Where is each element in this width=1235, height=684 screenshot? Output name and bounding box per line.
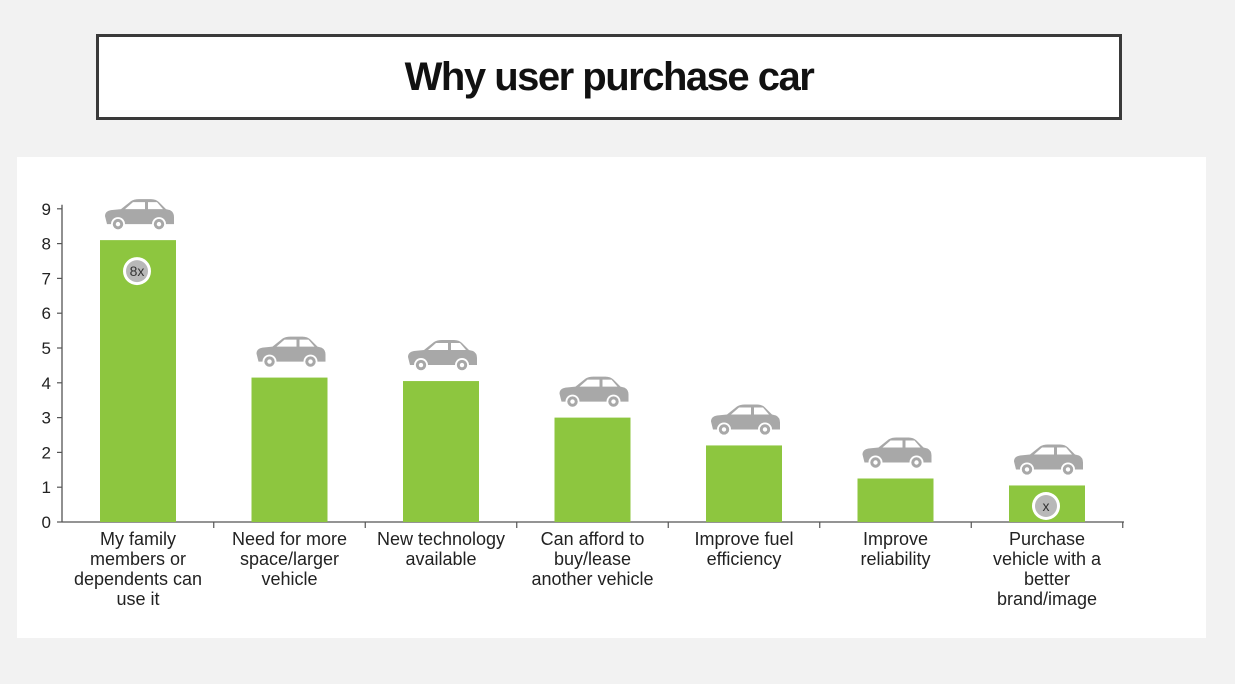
x-category-label-line: Purchase [1008, 529, 1086, 549]
x-category-label-line: dependents can [73, 569, 203, 589]
badge-label: 8x [130, 263, 145, 279]
bar [706, 445, 782, 522]
x-category-label-line: better [1023, 569, 1071, 589]
badge [126, 260, 148, 283]
car-icon [408, 340, 477, 373]
x-category-label: New technology available [366, 529, 516, 569]
y-tick-label: 3 [42, 409, 51, 428]
car-window-rear [299, 339, 315, 347]
car-window-rear [148, 202, 163, 210]
x-category-label-line: Can afford to [540, 529, 645, 549]
bar [251, 377, 328, 522]
car-window-front [125, 202, 145, 210]
car-icon [862, 437, 932, 470]
car-hubcap [1024, 467, 1030, 472]
x-category-label-line: available [405, 549, 477, 569]
x-category-label: Improve fuel efficiency [669, 529, 819, 569]
car-hubcap [873, 460, 878, 465]
x-category-label-line: efficiency [706, 549, 782, 569]
car-window-rear [754, 407, 769, 415]
x-category-label: Need for more space/larger vehicle [215, 529, 365, 589]
car-icon [559, 376, 629, 409]
x-category-label-line: space/larger [239, 549, 340, 569]
y-tick-label: 4 [42, 374, 51, 393]
car-window-front [731, 407, 751, 415]
y-tick-label: 9 [42, 200, 51, 219]
car-window-rear [451, 343, 466, 351]
badge-label: x [1043, 498, 1050, 514]
bar [857, 478, 934, 522]
bar [100, 240, 176, 522]
car-window-rear [602, 379, 618, 387]
car-window-front [428, 343, 448, 351]
page-title: Why user purchase car [404, 54, 815, 99]
bar [403, 381, 479, 522]
x-category-label-line: reliability [860, 549, 931, 569]
car-window-rear [1057, 447, 1072, 455]
y-tick-label: 5 [42, 339, 51, 358]
car-hubcap [914, 460, 919, 465]
x-category-label-line: New technology [376, 529, 506, 549]
car-hubcap [418, 362, 424, 368]
y-tick-label: 7 [42, 269, 51, 288]
x-category-label: Purchase vehicle with a better brand/image [972, 529, 1122, 609]
car-window-front [579, 379, 600, 387]
car-hubcap [267, 359, 272, 364]
x-category-label-line: use it [116, 589, 160, 609]
title-box: Why user purchase car [96, 34, 1122, 120]
y-tick-label: 0 [42, 513, 51, 532]
car-icon [105, 199, 174, 232]
car-icon [256, 336, 326, 369]
car-hubcap [611, 399, 616, 404]
badge [1035, 495, 1057, 517]
car-icon [1014, 444, 1083, 477]
car-hubcap [115, 221, 121, 227]
car-hubcap [156, 221, 162, 227]
x-category-label-line: Need for more [231, 529, 348, 549]
x-category-label-line: Improve [862, 529, 929, 549]
x-category-label: Can afford to buy/lease another vehicle [518, 529, 668, 589]
x-category-label-line: Improve fuel [694, 529, 794, 549]
bar-chart: 0 1 2 3 4 5 6 7 8 9 8x x [42, 199, 1124, 532]
car-hubcap [459, 362, 465, 368]
y-tick-label: 8 [42, 235, 51, 254]
y-tick-label: 1 [42, 478, 51, 497]
car-hubcap [570, 399, 575, 404]
bar [554, 417, 631, 522]
car-window-front [276, 339, 297, 347]
x-category-label-line: members or [89, 549, 187, 569]
x-category-label-line: another vehicle [531, 569, 654, 589]
car-window-front [882, 440, 903, 448]
car-icon [711, 404, 780, 437]
car-hubcap [1065, 467, 1071, 472]
car-window-front [1034, 447, 1054, 455]
x-category-label-line: buy/lease [553, 549, 632, 569]
y-tick-label: 6 [42, 304, 51, 323]
x-category-label-line: vehicle with a [992, 549, 1102, 569]
x-category-label-line: My family [100, 529, 176, 549]
car-window-rear [905, 440, 921, 448]
x-category-label: My family members or dependents can use it [63, 529, 213, 609]
car-hubcap [762, 427, 768, 432]
car-hubcap [721, 427, 727, 432]
x-category-label: Improve reliability [821, 529, 971, 569]
y-tick-label: 2 [42, 443, 51, 462]
x-category-label-line: brand/image [996, 589, 1098, 609]
chart-panel: 0 1 2 3 4 5 6 7 8 9 8x x My family members or depende… [17, 157, 1206, 638]
x-category-label-line: vehicle [261, 569, 318, 589]
car-hubcap [308, 359, 313, 364]
